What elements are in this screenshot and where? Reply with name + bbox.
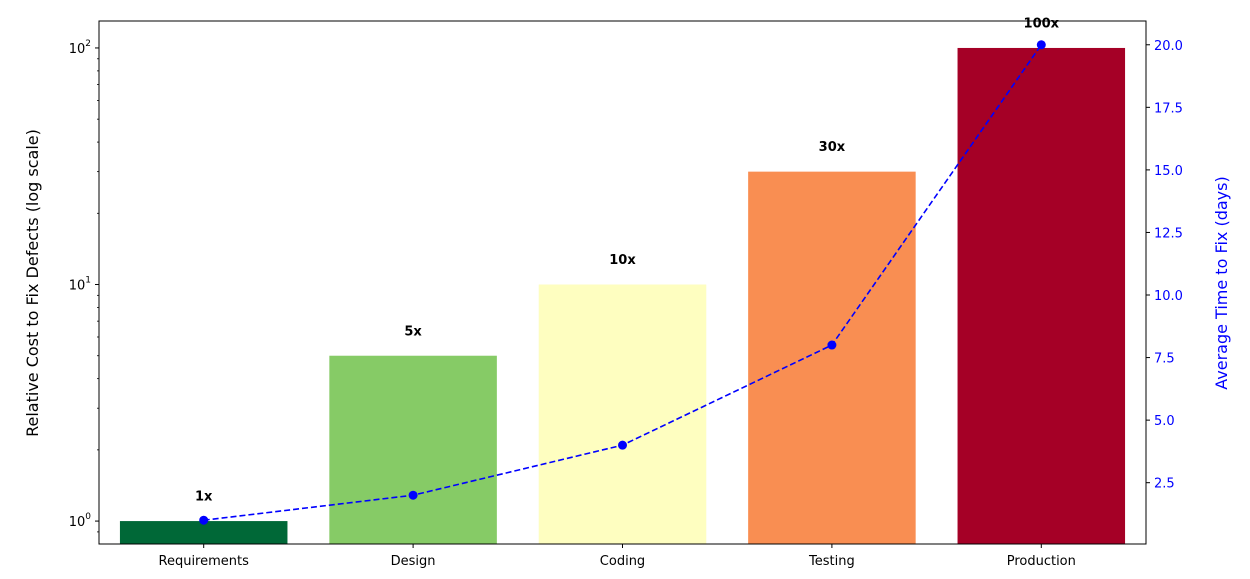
x-tick-label: Testing [808,554,855,569]
bar-labels: 1x 5x 10x 30x 100x [195,17,1060,505]
x-tick-label: Production [1007,554,1076,569]
bar-testing [748,171,916,544]
x-axis: Requirements Design Coding Testing Productio… [159,544,1076,569]
bar-value-label: 30x [819,140,846,155]
y-right-tick-label: 5.0 [1154,414,1175,429]
y-right-tick-label: 2.5 [1154,477,1175,492]
time-line-series [199,40,1046,525]
bar-value-label: 5x [404,324,422,339]
y-left-tick-label: 101 [69,276,91,294]
bar-value-label: 1x [195,490,213,505]
time-point-requirements [199,515,209,525]
y-right-tick-label: 7.5 [1154,352,1175,367]
y-right-tick-label: 20.0 [1154,39,1183,54]
y-axis-left: 100 101 102 [69,39,99,533]
x-tick-label: Coding [600,554,645,569]
bar-requirements [119,521,288,544]
y-left-tick-label: 102 [69,39,91,57]
time-point-production [1036,40,1046,50]
bar-coding [538,284,707,544]
bar-design [329,355,497,544]
time-point-design [408,490,418,500]
y-axis-right: 2.5 5.0 7.5 10.0 12.5 15.0 17.5 20.0 [1145,21,1183,544]
time-point-testing [827,340,837,350]
x-tick-label: Requirements [159,554,250,569]
y-axis-right-title: Average Time to Fix (days) [1212,176,1231,389]
bars [119,47,1126,544]
x-tick-label: Design [391,554,436,569]
time-point-coding [618,440,627,450]
y-right-tick-label: 10.0 [1154,289,1183,304]
y-right-tick-label: 17.5 [1154,101,1183,116]
y-axis-left-title: Relative Cost to Fix Defects (log scale) [23,129,42,437]
bar-value-label: 100x [1024,17,1060,32]
y-right-tick-label: 12.5 [1154,226,1183,241]
bar-value-label: 10x [609,253,636,268]
y-right-tick-label: 15.0 [1154,164,1183,179]
y-left-tick-label: 100 [69,512,92,530]
bar-production [957,47,1126,544]
